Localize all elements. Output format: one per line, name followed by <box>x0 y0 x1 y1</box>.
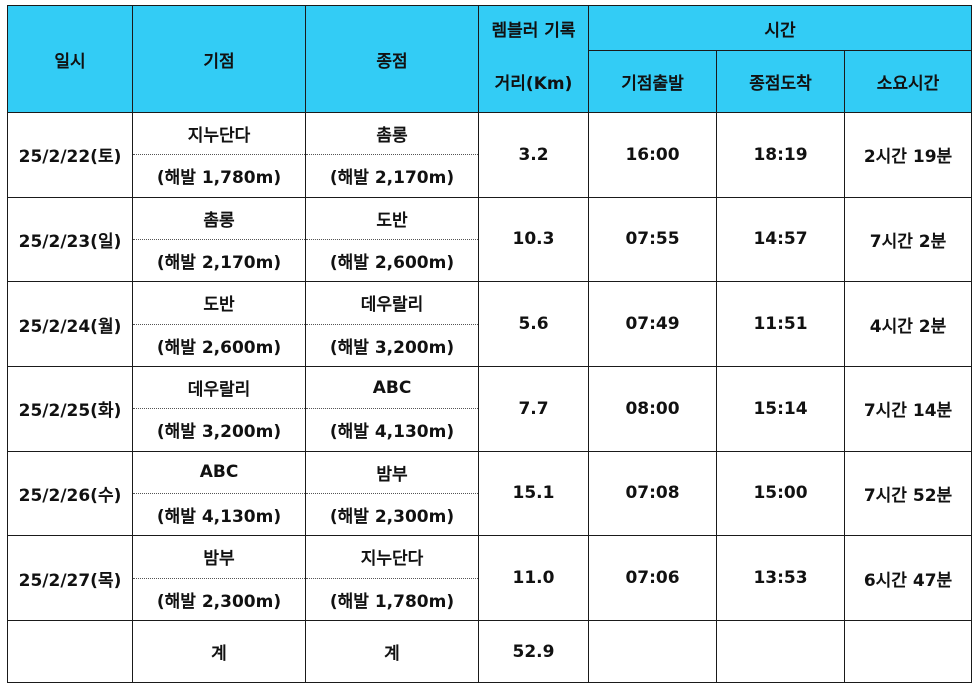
table-row: 25/2/25(화) 데우랄리 ABC 7.7 08:00 15:14 7시간 14분 <box>7 365 973 452</box>
row-end-altitude: (해발 2,170m) <box>305 154 479 198</box>
row-end-altitude: (해발 2,300m) <box>305 492 479 537</box>
total-departure-cell <box>588 620 717 683</box>
table-header: 일시 기점 종점 렘블러 기록 시간 거리(Km) 기점출발 종점도착 소요시간 <box>7 5 973 113</box>
row-date: 25/2/23(일) <box>7 196 133 283</box>
row-start-name: 지누단다 <box>132 111 306 156</box>
row-start-altitude: (해발 4,130m) <box>132 492 306 537</box>
row-duration: 4시간 2분 <box>843 281 973 367</box>
row-end-altitude: (해발 4,130m) <box>305 408 479 452</box>
row-distance: 11.0 <box>478 535 589 621</box>
table-row-altitude: (해발 2,300m) (해발 1,780m) <box>8 577 972 622</box>
row-end-name: 촘롱 <box>305 111 479 156</box>
row-end-name: 지누단다 <box>305 535 479 579</box>
row-date: 25/2/27(목) <box>7 535 133 621</box>
row-departure: 07:06 <box>588 535 717 621</box>
table-row-altitude: (해발 4,130m) (해발 2,300m) <box>8 492 972 537</box>
total-date-cell <box>7 620 133 683</box>
table-body: 25/2/22(토) 지누단다 촘롱 3.2 16:00 18:19 2시간 19분 (해발 … <box>7 111 973 622</box>
row-end-altitude: (해발 3,200m) <box>305 323 479 367</box>
row-arrival: 18:19 <box>716 112 845 198</box>
row-duration: 7시간 2분 <box>843 196 973 283</box>
row-duration: 7시간 52분 <box>843 450 973 537</box>
total-arrival-cell <box>716 620 845 683</box>
row-end-name: ABC <box>305 365 479 410</box>
row-end-name: 밤부 <box>305 450 479 494</box>
row-duration: 6시간 47분 <box>843 535 973 621</box>
row-date: 25/2/26(수) <box>7 450 133 537</box>
table-row: 25/2/24(월) 도반 데우랄리 5.6 07:49 11:51 4시간 2분 <box>7 281 973 367</box>
total-distance: 52.9 <box>478 620 589 683</box>
row-end-altitude: (해발 1,780m) <box>305 577 479 622</box>
row-distance: 7.7 <box>478 365 589 452</box>
row-start-altitude: (해발 3,200m) <box>132 408 306 452</box>
header-date: 일시 <box>7 5 133 113</box>
header-start: 기점 <box>132 5 306 113</box>
header-record: 렘블러 기록 <box>478 5 589 51</box>
row-end-name: 데우랄리 <box>305 281 479 325</box>
row-departure: 07:55 <box>588 196 717 283</box>
row-arrival: 15:00 <box>716 450 845 537</box>
row-arrival: 13:53 <box>716 535 845 621</box>
row-arrival: 15:14 <box>716 365 845 452</box>
row-distance: 15.1 <box>478 450 589 537</box>
total-end-label: 계 <box>305 620 479 683</box>
table-row: 25/2/22(토) 지누단다 촘롱 3.2 16:00 18:19 2시간 19분 <box>7 111 973 198</box>
row-start-altitude: (해발 2,170m) <box>132 238 306 283</box>
table-row: 25/2/26(수) ABC 밤부 15.1 07:08 15:00 7시간 52분 <box>7 450 973 537</box>
row-start-name: 데우랄리 <box>132 365 306 410</box>
row-start-altitude: (해발 2,300m) <box>132 577 306 622</box>
row-start-name: 촘롱 <box>132 196 306 240</box>
row-date: 25/2/25(화) <box>7 365 133 452</box>
header-distance: 거리(Km) <box>478 50 589 113</box>
row-distance: 5.6 <box>478 281 589 367</box>
header-arrival: 종점도착 <box>716 50 845 113</box>
row-duration: 7시간 14분 <box>843 365 973 452</box>
table-total-row: 계 계 52.9 <box>7 620 973 683</box>
table-row: 25/2/27(목) 밤부 지누단다 11.0 07:06 13:53 6시간 47분 <box>7 535 973 621</box>
row-arrival: 11:51 <box>716 281 845 367</box>
table-row-altitude: (해발 2,600m) (해발 3,200m) <box>8 323 972 367</box>
trek-record-table: 일시 기점 종점 렘블러 기록 시간 거리(Km) 기점출발 종점도착 소요시간… <box>7 5 973 683</box>
total-start-label: 계 <box>132 620 306 683</box>
row-start-name: ABC <box>132 450 306 494</box>
row-start-altitude: (해발 2,600m) <box>132 323 306 367</box>
row-end-altitude: (해발 2,600m) <box>305 238 479 283</box>
row-distance: 3.2 <box>478 112 589 198</box>
row-duration: 2시간 19분 <box>843 112 973 198</box>
row-distance: 10.3 <box>478 196 589 283</box>
table-row-altitude: (해발 2,170m) (해발 2,600m) <box>8 238 972 283</box>
row-date: 25/2/22(토) <box>7 112 133 198</box>
table-row: 25/2/23(일) 촘롱 도반 10.3 07:55 14:57 7시간 2분 <box>7 196 973 283</box>
header-time-group: 시간 <box>587 5 973 51</box>
row-start-name: 밤부 <box>132 535 306 579</box>
row-start-altitude: (해발 1,780m) <box>132 154 306 198</box>
row-end-name: 도반 <box>305 196 479 240</box>
row-arrival: 14:57 <box>716 196 845 283</box>
row-departure: 16:00 <box>588 112 717 198</box>
header-duration: 소요시간 <box>843 50 973 113</box>
row-date: 25/2/24(월) <box>7 281 133 367</box>
total-duration-cell <box>843 620 973 683</box>
row-departure: 08:00 <box>588 365 717 452</box>
row-departure: 07:08 <box>588 450 717 537</box>
table-row-altitude: (해발 3,200m) (해발 4,130m) <box>8 408 972 452</box>
table-row-altitude: (해발 1,780m) (해발 2,170m) <box>8 154 972 198</box>
header-departure: 기점출발 <box>588 50 717 113</box>
row-departure: 07:49 <box>588 281 717 367</box>
header-end: 종점 <box>305 5 479 113</box>
row-start-name: 도반 <box>132 281 306 325</box>
